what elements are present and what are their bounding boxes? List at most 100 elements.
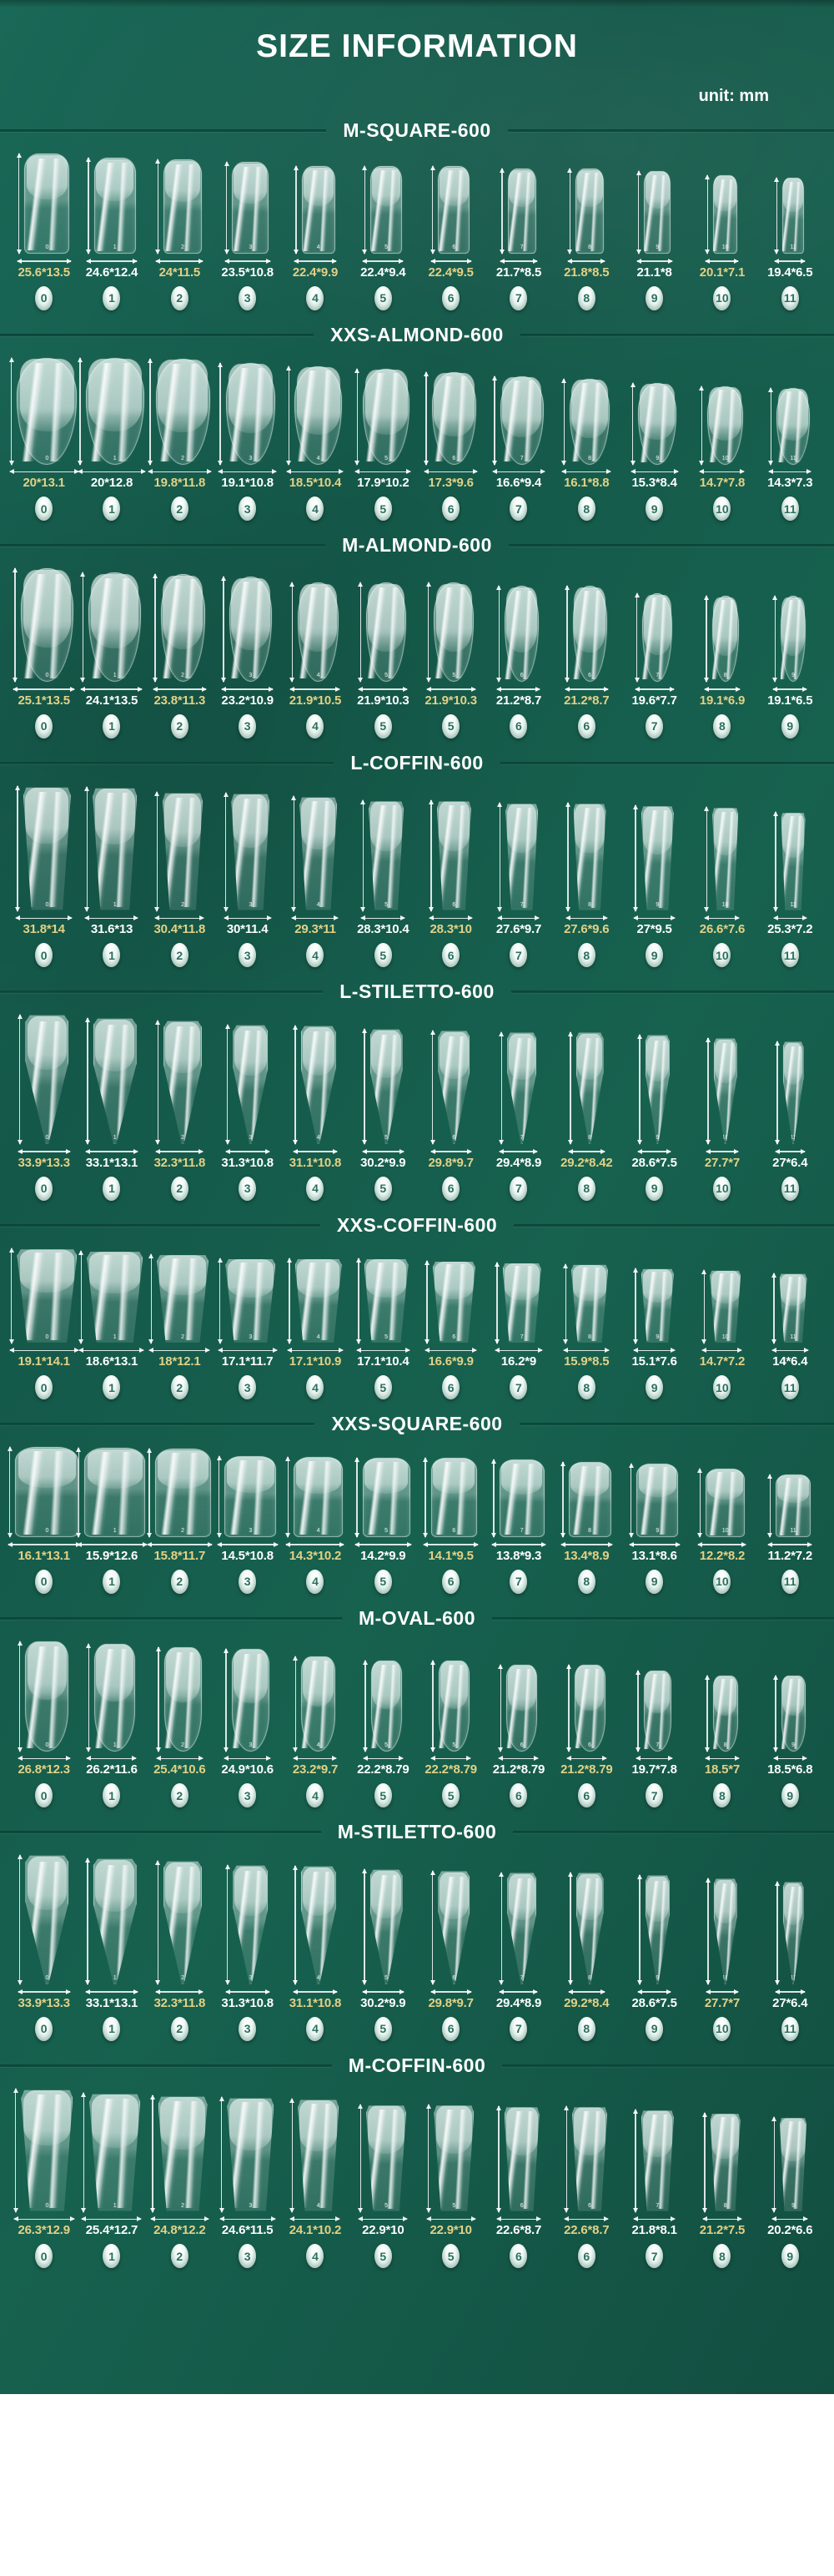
- nail-with-arrow: 1: [83, 2092, 141, 2212]
- nail-column: 4 22.4*9.9 4: [281, 166, 349, 310]
- nail-with-arrow: 4: [293, 795, 338, 911]
- nail-with-arrow: 0: [10, 357, 78, 465]
- nail-highlight: [84, 1452, 146, 1535]
- nail-tip-coffin: 11: [781, 813, 806, 910]
- width-arrow-icon: [492, 471, 545, 472]
- divider-line: [0, 1616, 342, 1620]
- section-header: L-COFFIN-600: [0, 752, 834, 774]
- length-arrow-icon: [149, 358, 151, 465]
- nail-etched-number: 9: [791, 1742, 795, 1748]
- size-label: 16.1*8.8: [564, 476, 610, 490]
- width-arrow-icon: [156, 1991, 203, 1993]
- length-arrow-icon: [356, 1458, 358, 1537]
- nail-tip-almond: 9: [638, 382, 677, 465]
- width-arrow-icon: [775, 1151, 805, 1152]
- width-arrow-icon: [706, 260, 739, 262]
- nail-etched-number: 2: [181, 1135, 185, 1141]
- nail-highlight: [710, 1273, 741, 1341]
- size-number-badge: 7: [510, 1375, 528, 1399]
- nail-column: 8 15.9*8.5 8: [553, 1263, 620, 1399]
- nail-etched-number: 2: [181, 1528, 185, 1534]
- size-label: 26.8*12.3: [18, 1762, 70, 1777]
- nail-column: 10 14.7*7.2 10: [688, 1269, 756, 1399]
- nail-tip-coffin: 2: [163, 793, 203, 910]
- length-arrow-icon: [226, 1865, 229, 1984]
- nail-column: 10 12.2*8.2 10: [688, 1469, 756, 1594]
- nail-highlight: [572, 2110, 608, 2209]
- length-arrow-icon: [699, 1469, 701, 1537]
- nail-highlight: [434, 587, 475, 679]
- nail-with-arrow: 1: [88, 158, 136, 254]
- size-number-badge: 3: [239, 2244, 257, 2268]
- size-number-badge: 1: [103, 1783, 121, 1807]
- divider-line: [520, 333, 834, 336]
- nail-with-arrow: 10: [703, 1269, 741, 1343]
- nail-column: 9 20.2*6.6 9: [756, 2116, 824, 2268]
- width-arrow-icon: [424, 1544, 479, 1545]
- nail-etched-number: 8: [588, 1135, 591, 1141]
- nail-tip-coffin: 6: [504, 2107, 540, 2211]
- nail-etched-number: 3: [249, 244, 253, 250]
- size-information-board: SIZE INFORMATION unit: mm M-SQUARE-600 0 2…: [0, 0, 834, 2394]
- section-title: M-SQUARE-600: [343, 119, 491, 141]
- size-label: 33.1*13.1: [85, 1995, 138, 2010]
- width-arrow-icon: [287, 471, 344, 472]
- size-label: 29.8*9.7: [428, 1995, 474, 2010]
- nail-with-arrow: 8: [569, 169, 605, 254]
- size-label: 30*11.4: [226, 922, 269, 936]
- nail-tip-coffin: 8: [571, 1264, 609, 1343]
- size-label: 22.6*8.7: [564, 2223, 610, 2237]
- divider-line: [513, 1831, 834, 1833]
- nail-highlight: [155, 363, 210, 461]
- nail-tip-square: 0: [15, 1447, 79, 1537]
- size-label: 22.4*9.5: [428, 265, 474, 280]
- width-arrow-icon: [497, 688, 540, 690]
- nail-highlight: [713, 1043, 737, 1142]
- nail-with-arrow: 6: [498, 586, 540, 682]
- length-arrow-icon: [87, 1018, 88, 1144]
- nail-column: 6 21.2*8.7 6: [485, 586, 552, 739]
- size-label: 20*13.1: [23, 476, 66, 490]
- nail-highlight: [366, 2109, 407, 2209]
- nail-highlight: [370, 170, 403, 251]
- nail-tip-almond: 6: [505, 586, 540, 682]
- size-number-badge: 6: [442, 285, 460, 310]
- nail-with-arrow: 5: [356, 368, 410, 465]
- size-label: 31.3*10.8: [221, 1995, 274, 2010]
- nail-etched-number: 7: [520, 901, 524, 908]
- size-label: 29.4*8.9: [495, 1155, 542, 1170]
- width-arrow-icon: [431, 1757, 471, 1759]
- size-label: 22.4*9.9: [292, 265, 339, 280]
- nail-tip-square: 4: [301, 166, 335, 254]
- nail-etched-number: 3: [249, 673, 253, 678]
- width-arrow-icon: [287, 1349, 343, 1351]
- length-arrow-icon: [364, 1869, 365, 1984]
- size-label: 25.4*12.7: [85, 2223, 138, 2237]
- nail-column: 11 14.3*7.3 11: [756, 387, 824, 521]
- length-arrow-icon: [154, 574, 156, 682]
- nail-etched-number: 6: [452, 1975, 456, 1981]
- nail-tip-square: 2: [154, 1449, 211, 1537]
- nail-highlight: [160, 579, 205, 679]
- nail-etched-number: 0: [45, 1135, 49, 1141]
- nail-etched-number: 7: [656, 673, 660, 678]
- section-title: M-OVAL-600: [358, 1606, 476, 1629]
- nail-with-arrow: 4: [294, 1656, 336, 1752]
- size-label: 14*6.4: [772, 1354, 808, 1369]
- width-arrow-icon: [292, 917, 339, 919]
- section-title: L-COFFIN-600: [350, 751, 484, 774]
- length-arrow-icon: [498, 2105, 500, 2212]
- nail-column: 0 25.1*13.5 0: [10, 568, 78, 739]
- nail-column: 3 30*11.4 3: [214, 792, 281, 967]
- width-arrow-icon: [361, 917, 405, 919]
- length-arrow-icon: [287, 1457, 289, 1537]
- nail-column: 11 14*6.4 11: [756, 1273, 824, 1399]
- size-label: 23.8*11.3: [153, 693, 206, 708]
- size-section: XXS-SQUARE-600 0 16.1*13.1 0 1 15.9*12.6 1 2 15.…: [0, 1413, 834, 1594]
- nail-tip-stiletto: 8: [575, 1032, 604, 1144]
- nail-tip-coffin: 1: [87, 1252, 143, 1343]
- nail-column: 0 19.1*14.1 0: [9, 1248, 78, 1399]
- nail-etched-number: 4: [316, 1975, 320, 1981]
- width-arrow-icon: [499, 1757, 539, 1759]
- size-number-badge: 6: [442, 1176, 460, 1201]
